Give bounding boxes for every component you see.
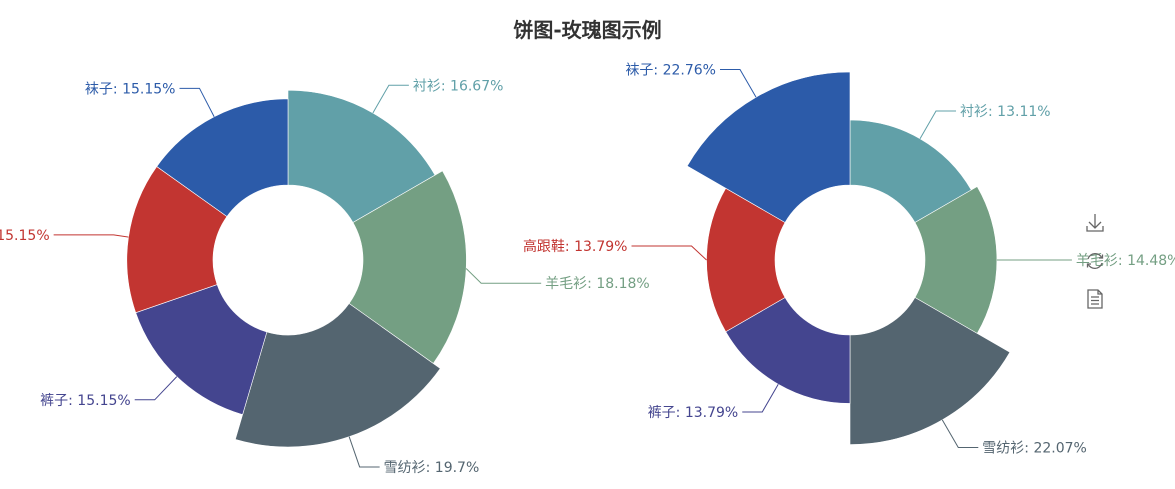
slice-label: 羊毛衫: 18.18% xyxy=(545,276,650,292)
slice-高跟鞋[interactable] xyxy=(126,166,228,314)
slice-label: 袜子: 22.76% xyxy=(625,62,716,78)
slice-雪纺衫[interactable] xyxy=(849,297,1011,445)
slice-label: 衬衫: 16.67% xyxy=(413,78,504,94)
label-line xyxy=(372,84,409,114)
slice-label: 衬衫: 13.11% xyxy=(960,104,1051,120)
download-icon[interactable] xyxy=(1084,212,1106,234)
slice-label: 高跟鞋: 15.15% xyxy=(0,227,50,244)
slice-袜子[interactable] xyxy=(156,98,289,217)
slice-羊毛衫[interactable] xyxy=(348,170,467,364)
data-view-icon[interactable] xyxy=(1084,288,1106,310)
label-line xyxy=(134,376,178,401)
slice-label: 高跟鞋: 13.79% xyxy=(523,238,628,255)
slice-label: 雪纺衫: 19.7% xyxy=(384,460,480,476)
slice-裤子[interactable] xyxy=(135,284,268,415)
label-line xyxy=(53,234,129,238)
slice-高跟鞋[interactable] xyxy=(706,187,786,333)
slice-label: 袜子: 15.15% xyxy=(85,81,176,97)
slice-羊毛衫[interactable] xyxy=(914,186,998,334)
label-line xyxy=(919,110,957,139)
slice-衬衫[interactable] xyxy=(287,89,436,223)
label-line xyxy=(179,87,215,117)
slice-label: 裤子: 15.15% xyxy=(40,393,131,409)
labels: 衬衫: 16.67% 羊毛衫: 18.18% 雪纺衫: 19.7% 裤子: 15.15… xyxy=(0,62,1175,475)
label-line xyxy=(720,68,757,98)
slice-雪纺衫[interactable] xyxy=(234,303,441,448)
restore-icon[interactable] xyxy=(1084,250,1106,272)
slice-袜子[interactable] xyxy=(686,71,851,223)
chart-title: 饼图-玫瑰图示例 xyxy=(513,18,662,42)
slice-裤子[interactable] xyxy=(725,297,851,404)
slice-label: 裤子: 13.79% xyxy=(648,405,739,421)
label-line xyxy=(742,384,779,413)
pie-2 xyxy=(686,71,1011,445)
pie-1 xyxy=(126,89,467,448)
label-line xyxy=(465,268,542,284)
label-line xyxy=(941,419,979,449)
label-line xyxy=(631,245,707,261)
label-line xyxy=(348,436,380,468)
slice-label: 雪纺衫: 22.07% xyxy=(982,441,1087,457)
toolbox xyxy=(1084,212,1108,326)
